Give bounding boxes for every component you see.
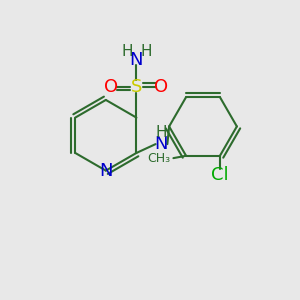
Text: S: S	[131, 78, 142, 96]
Text: H: H	[156, 125, 167, 140]
Text: N: N	[130, 51, 143, 69]
Text: H: H	[140, 44, 152, 59]
Text: Cl: Cl	[211, 166, 229, 184]
Text: O: O	[104, 78, 118, 96]
Text: H: H	[121, 44, 133, 59]
Text: N: N	[155, 135, 168, 153]
Text: N: N	[99, 162, 112, 180]
Text: O: O	[154, 78, 169, 96]
Text: CH₃: CH₃	[147, 152, 170, 165]
